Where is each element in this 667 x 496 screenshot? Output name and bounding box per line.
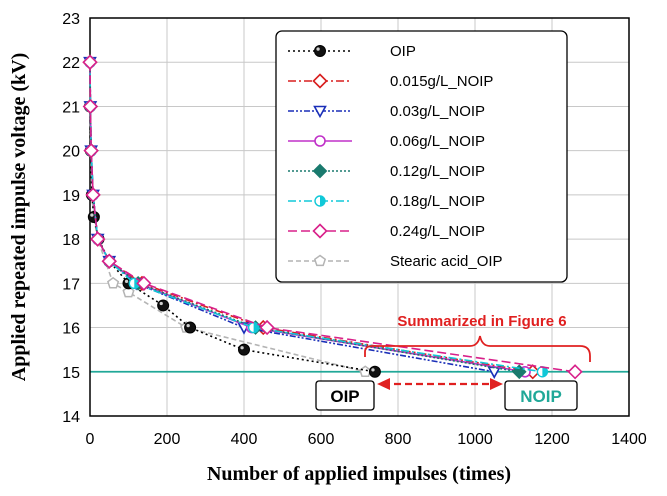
summarized-brace xyxy=(364,335,591,362)
data-point xyxy=(90,231,106,247)
oip-box-label: OIP xyxy=(330,387,359,406)
y-axis-title: Applied repeated impulse voltage (kV) xyxy=(8,53,30,382)
data-point-highlight xyxy=(159,301,163,306)
x-tick-label: 400 xyxy=(231,431,258,448)
data-point xyxy=(312,163,328,179)
data-point xyxy=(82,54,98,70)
y-tick-label: 17 xyxy=(62,276,80,293)
legend-item: 0.12g/L_NOIP xyxy=(288,163,485,180)
y-tick-label: 15 xyxy=(62,365,80,382)
data-point-half xyxy=(320,196,325,206)
x-tick-label: 1400 xyxy=(611,431,647,448)
data-point xyxy=(313,254,327,267)
series-0-24g-l-noip xyxy=(82,54,583,380)
data-point xyxy=(313,105,327,119)
data-point xyxy=(157,299,170,312)
legend-item: 0.24g/L_NOIP xyxy=(288,223,485,240)
legend-label: 0.24g/L_NOIP xyxy=(390,223,485,240)
y-tick-label: 19 xyxy=(62,188,80,205)
data-point-half xyxy=(542,366,548,377)
data-point-highlight xyxy=(124,279,129,284)
data-point xyxy=(312,223,328,239)
data-point xyxy=(101,253,117,269)
data-point xyxy=(107,276,120,289)
y-tick-label: 22 xyxy=(62,55,80,72)
legend: OIP 0.015g/L_NOIP 0.03g/L_NOIP 0.06g/L_NOIP… xyxy=(275,30,568,283)
annotations-group: Summarized in Figure 6 OIP NOIP xyxy=(315,313,591,411)
legend-item: 0.03g/L_NOIP xyxy=(288,103,485,120)
legend-label: 0.03g/L_NOIP xyxy=(390,103,485,120)
arrowhead-right xyxy=(490,378,503,390)
oip-box xyxy=(315,380,375,411)
y-tick-labels: 14 15 16 17 18 19 20 21 22 23 xyxy=(62,11,80,426)
legend-box xyxy=(275,30,568,283)
data-point xyxy=(82,98,99,115)
data-point xyxy=(85,187,101,203)
legend-item: OIP xyxy=(288,43,416,60)
arrowhead-left xyxy=(377,378,390,390)
data-point xyxy=(567,364,583,380)
data-point xyxy=(312,73,328,89)
data-point-highlight xyxy=(371,368,375,372)
data-point xyxy=(184,321,197,334)
data-point xyxy=(314,45,326,57)
legend-label: 0.12g/L_NOIP xyxy=(390,163,485,180)
x-tick-label: 1200 xyxy=(534,431,570,448)
noip-box-label: NOIP xyxy=(520,387,562,406)
y-tick-label: 23 xyxy=(62,11,80,28)
data-point xyxy=(368,365,381,378)
x-tick-label: 600 xyxy=(308,431,335,448)
legend-item: 0.18g/L_NOIP xyxy=(288,193,485,210)
data-point-highlight xyxy=(316,47,320,51)
legend-label: 0.015g/L_NOIP xyxy=(390,73,493,90)
data-point-highlight xyxy=(90,213,94,217)
data-point-highlight xyxy=(240,346,244,350)
legend-item: Stearic acid_OIP xyxy=(288,253,503,270)
data-point xyxy=(314,135,326,147)
data-point xyxy=(87,211,100,223)
y-tick-label: 18 xyxy=(62,232,80,249)
x-tick-label: 200 xyxy=(154,431,181,448)
x-tick-label: 800 xyxy=(385,431,412,448)
x-axis-title: Number of applied impulses (times) xyxy=(207,463,511,485)
y-tick-label: 16 xyxy=(62,321,80,338)
legend-item: 0.015g/L_NOIP xyxy=(288,73,493,90)
data-point xyxy=(259,319,275,336)
legend-item: 0.06g/L_NOIP xyxy=(288,133,485,150)
legend-label: Stearic acid_OIP xyxy=(390,253,503,270)
data-point xyxy=(136,275,152,291)
summarized-annotation: Summarized in Figure 6 xyxy=(397,313,566,330)
y-tick-label: 14 xyxy=(62,409,80,426)
x-tick-label: 0 xyxy=(86,431,95,448)
y-tick-label: 20 xyxy=(62,144,80,161)
legend-label: 0.06g/L_NOIP xyxy=(390,133,485,150)
x-tick-label: 1000 xyxy=(457,431,493,448)
legend-label: OIP xyxy=(390,43,416,60)
data-point xyxy=(238,343,250,356)
series-group xyxy=(82,54,583,380)
legend-label: 0.18g/L_NOIP xyxy=(390,193,485,210)
data-point-half xyxy=(253,322,259,333)
x-tick-labels: 0 200 400 600 800 1000 1200 1400 xyxy=(86,431,647,448)
data-point xyxy=(122,285,135,298)
data-point xyxy=(83,143,99,159)
y-tick-label: 21 xyxy=(62,99,80,116)
data-point-highlight xyxy=(186,323,190,328)
noip-box xyxy=(504,380,578,411)
